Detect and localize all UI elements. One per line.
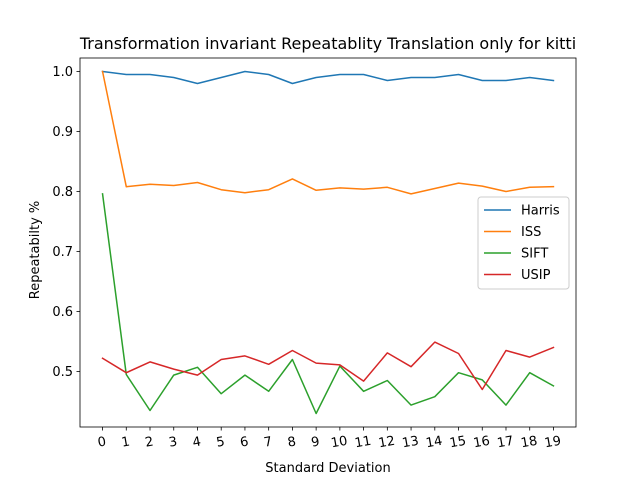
y-axis: 0.5 0.6 0.7 0.8 0.9 1.0 xyxy=(52,65,80,380)
x-tick-label: 11 xyxy=(354,434,373,452)
x-tick-label: 18 xyxy=(520,434,539,452)
legend-label-iss: ISS xyxy=(521,225,541,240)
legend-box xyxy=(477,196,570,290)
x-tick-label: 17 xyxy=(496,434,515,452)
x-tick-label: 15 xyxy=(448,434,467,452)
chart-title: Transformation invariant Repeatablity Tr… xyxy=(79,34,576,53)
legend-label-usip: USIP xyxy=(521,268,551,283)
x-tick-label: 19 xyxy=(543,434,562,452)
series-line-harris xyxy=(101,70,555,85)
y-tick-label: 0.7 xyxy=(52,245,73,260)
legend-label-harris: Harris xyxy=(521,204,560,219)
x-tick-label: 10 xyxy=(330,434,349,452)
x-tick-label: 2 xyxy=(144,434,155,450)
x-axis: 0 1 2 3 4 5 6 7 8 9 10 11 12 13 14 15 16 17 18 19 xyxy=(97,427,562,452)
x-tick-label: 16 xyxy=(472,434,491,452)
axes-frame xyxy=(79,57,577,428)
y-tick-label: 0.5 xyxy=(52,365,73,380)
x-tick-label: 14 xyxy=(425,434,444,452)
x-tick-label: 12 xyxy=(377,434,396,452)
series-line-usip xyxy=(101,341,555,391)
x-tick-label: 0 xyxy=(97,434,108,450)
y-axis-label: Repeatabilty % xyxy=(28,201,43,299)
y-tick-label: 0.6 xyxy=(52,305,73,320)
plot-area xyxy=(79,57,577,428)
x-tick-label: 8 xyxy=(286,434,297,450)
legend-label-sift: SIFT xyxy=(521,247,548,262)
series-line-sift xyxy=(101,193,555,415)
y-tick-label: 1.0 xyxy=(52,65,73,80)
x-tick-label: 1 xyxy=(120,434,131,450)
x-tick-label: 4 xyxy=(191,434,202,450)
legend: Harris ISS SIFT USIP xyxy=(477,196,570,290)
x-tick-label: 6 xyxy=(239,434,250,450)
x-tick-label: 5 xyxy=(215,434,226,450)
x-axis-label: Standard Deviation xyxy=(265,461,390,476)
x-tick-label: 13 xyxy=(401,434,420,452)
x-tick-label: 3 xyxy=(168,434,179,450)
y-tick-label: 0.8 xyxy=(52,185,73,200)
x-tick-label: 7 xyxy=(263,434,274,450)
y-tick-label: 0.9 xyxy=(52,125,73,140)
series-line-iss xyxy=(101,70,555,195)
x-tick-label: 9 xyxy=(310,434,321,450)
